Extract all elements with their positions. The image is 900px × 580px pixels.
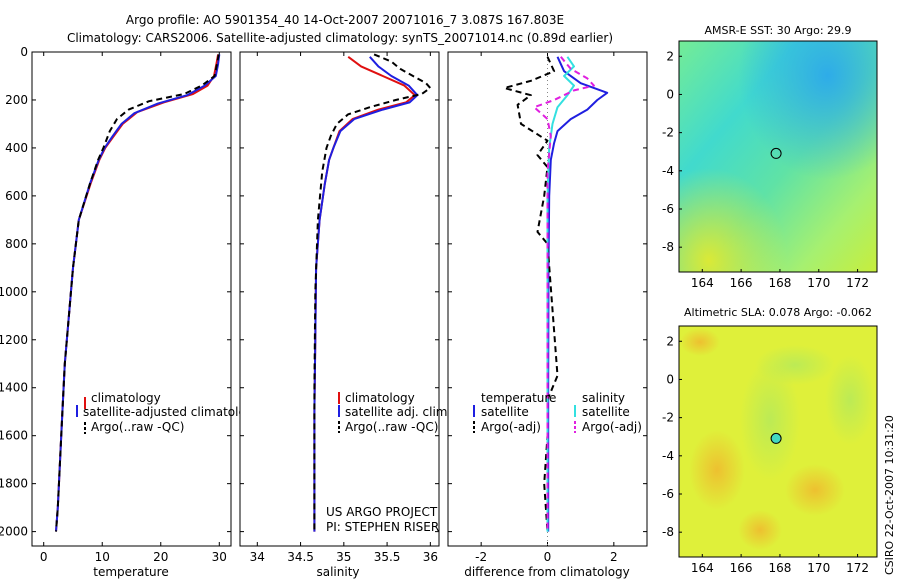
x-tick-label: 20 — [153, 550, 168, 564]
map-y-tick-label: 0 — [666, 87, 674, 101]
temperature-axes-frame — [31, 51, 232, 547]
map-y-tick-label: -6 — [662, 487, 674, 501]
sla-low-anomaly — [755, 345, 835, 385]
y-tick-label: 600 — [5, 189, 28, 203]
x-tick-label: 2 — [610, 550, 618, 564]
legend-label-satellite: satellite adj. clim. — [345, 405, 451, 419]
x-tick-label: 35 — [336, 550, 351, 564]
legend-label-satellite: satellite-adjusted climatology — [83, 405, 261, 419]
map-x-tick-label: 172 — [846, 276, 869, 290]
salinity-legend: climatology satellite adj. clim. Argo(..… — [338, 391, 451, 434]
map-x-tick-label: 164 — [691, 561, 714, 575]
x-tick-label: 34.5 — [287, 550, 314, 564]
difference-panel: -2 0 2 difference from climatology tempera… — [447, 51, 648, 579]
series-line-salinity-satellite — [546, 56, 575, 532]
map-y-tick-label: 2 — [666, 334, 674, 348]
sla-high-anomaly — [785, 464, 845, 516]
series-line-salinity-argo-adj- — [533, 56, 595, 532]
argo-position-marker — [770, 147, 782, 159]
sla-map-frame — [678, 325, 878, 558]
legend-label-sal-satellite: satellite — [582, 405, 630, 419]
difference-legend: temperature satellite Argo(-adj) salinit… — [473, 391, 642, 434]
map-y-tick-label: -4 — [662, 164, 674, 178]
series-line-satellite-adj-clim- — [313, 56, 419, 532]
y-tick-label: 1600 — [0, 429, 28, 443]
series-line-argo-raw-qc- — [55, 54, 220, 532]
sst-map-title: AMSR-E SST: 30 Argo: 29.9 — [704, 24, 851, 37]
x-tick-label: 0 — [544, 550, 552, 564]
legend-title-temperature: temperature — [481, 391, 556, 405]
legend-label-climatology: climatology — [91, 391, 161, 405]
x-tick-label: 0 — [40, 550, 48, 564]
legend-label-argo: Argo(..raw -QC) — [91, 420, 184, 434]
sla-high-anomaly — [738, 510, 782, 550]
map-x-tick-label: 166 — [730, 276, 753, 290]
pi-credit: PI: STEPHEN RISER — [326, 520, 439, 534]
map-x-tick-label: 168 — [768, 276, 791, 290]
x-tick-label: 34 — [250, 550, 265, 564]
project-credit: US ARGO PROJECT — [326, 505, 438, 519]
map-y-tick-label: -8 — [662, 525, 674, 539]
y-tick-label: 400 — [5, 141, 28, 155]
series-line-argo-raw-qc- — [313, 53, 432, 532]
x-tick-label: -2 — [475, 550, 487, 564]
sla-high-anomaly — [689, 430, 745, 510]
sla-low-anomaly — [825, 355, 875, 445]
temperature-xlabel: temperature — [93, 565, 168, 579]
x-tick-label: 36 — [423, 550, 438, 564]
sst-map-frame — [678, 40, 878, 273]
sla-map-title: Altimetric SLA: 0.078 Argo: -0.062 — [684, 306, 872, 319]
y-tick-label: 200 — [5, 93, 28, 107]
map-x-tick-label: 172 — [846, 561, 869, 575]
map-x-tick-label: 170 — [807, 276, 830, 290]
x-tick-label: 30 — [212, 550, 227, 564]
csiro-timestamp: CSIRO 22-Oct-2007 10:31:20 — [883, 415, 896, 575]
map-x-tick-label: 170 — [807, 561, 830, 575]
map-x-tick-label: 164 — [691, 276, 714, 290]
y-tick-label: 0 — [20, 45, 28, 59]
y-tick-label: 2000 — [0, 525, 28, 539]
salinity-xlabel: salinity — [316, 565, 359, 579]
map-y-tick-label: -2 — [662, 411, 674, 425]
argo-position-marker — [770, 432, 782, 444]
y-tick-label: 800 — [5, 237, 28, 251]
map-y-tick-label: 0 — [666, 372, 674, 386]
temperature-legend: climatology satellite-adjusted climatolo… — [76, 391, 261, 434]
legend-label-climatology: climatology — [345, 391, 415, 405]
temperature-panel: 0 200 400 600 800 1000 1200 1400 1600 1800 2000 0 10… — [0, 45, 261, 579]
legend-label-temp-argo: Argo(-adj) — [481, 420, 541, 434]
map-y-tick-label: 2 — [666, 49, 674, 63]
series-line-temperature-satellite — [547, 56, 609, 532]
salinity-axes-frame — [239, 51, 440, 547]
map-y-tick-label: -2 — [662, 126, 674, 140]
legend-label-sal-argo: Argo(-adj) — [582, 420, 642, 434]
map-y-tick-label: -8 — [662, 240, 674, 254]
y-tick-label: 1200 — [0, 333, 28, 347]
legend-label-argo: Argo(..raw -QC) — [345, 420, 438, 434]
legend-title-salinity: salinity — [582, 391, 625, 405]
difference-xlabel: difference from climatology — [464, 565, 630, 579]
x-tick-label: 35.5 — [374, 550, 401, 564]
legend-label-temp-satellite: satellite — [481, 405, 529, 419]
map-y-tick-label: -4 — [662, 449, 674, 463]
salinity-panel: 34 34.5 35 35.5 36 salinity climatology sate… — [239, 51, 451, 579]
sla-low-anomaly — [740, 360, 800, 480]
x-tick-label: 10 — [95, 550, 110, 564]
y-tick-label: 1400 — [0, 381, 28, 395]
sla-map-panel: Altimetric SLA: 0.078 Argo: -0.062 164 16… — [662, 306, 878, 575]
map-x-tick-label: 168 — [768, 561, 791, 575]
y-tick-label: 1000 — [0, 285, 28, 299]
sst-south-shading — [679, 41, 877, 272]
sst-map-panel: AMSR-E SST: 30 Argo: 29.9 164 166 168 170 17… — [662, 24, 878, 290]
sla-high-anomaly — [680, 328, 720, 356]
map-y-tick-label: -6 — [662, 202, 674, 216]
figure-title: Argo profile: AO 5901354_40 14-Oct-2007 … — [126, 13, 564, 27]
y-tick-label: 1800 — [0, 477, 28, 491]
figure-subtitle: Climatology: CARS2006. Satellite-adjuste… — [67, 31, 613, 45]
map-x-tick-label: 166 — [730, 561, 753, 575]
